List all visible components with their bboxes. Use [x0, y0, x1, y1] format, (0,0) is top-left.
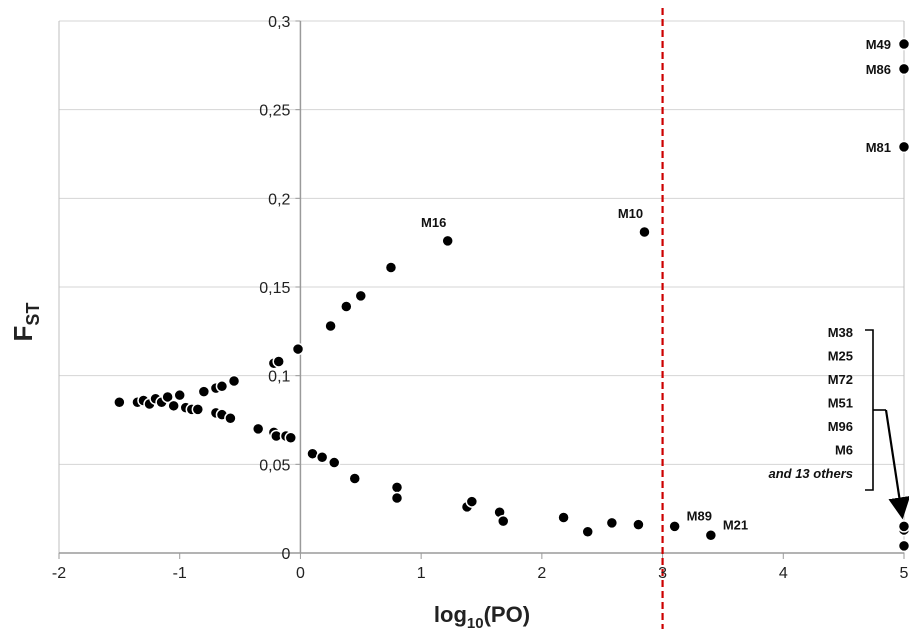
y-tick-label: 0,05	[259, 457, 290, 474]
list-label: M38	[828, 325, 853, 340]
point-label: M21	[723, 517, 748, 532]
list-label: M96	[828, 419, 853, 434]
data-point	[897, 62, 909, 76]
arrow	[884, 409, 909, 520]
bracket	[865, 329, 874, 491]
y-tick-label: 0,2	[268, 191, 290, 208]
annotation-list: M38 M25 M72 M51 M96 M6 and 13 others	[768, 325, 909, 520]
x-tick-label: -1	[173, 565, 187, 582]
data-point	[668, 520, 681, 533]
x-tick-label: 4	[779, 565, 788, 582]
data-point	[315, 450, 329, 464]
point-label: M89	[687, 508, 712, 523]
x-tick-label: 5	[900, 565, 909, 582]
data-point	[348, 472, 361, 485]
data-point	[605, 516, 619, 530]
data-point	[354, 289, 368, 303]
data-point	[441, 234, 454, 248]
data-point	[897, 539, 909, 553]
axes	[58, 8, 905, 629]
data-point	[897, 140, 909, 154]
data-point	[215, 380, 229, 393]
list-more-label: and 13 others	[768, 466, 853, 481]
point-label: M10	[618, 206, 643, 221]
data-point	[224, 411, 237, 425]
x-tick-label: 3	[658, 565, 667, 582]
list-label: M6	[835, 443, 853, 458]
y-axis-title: FST	[8, 303, 43, 342]
data-point	[251, 422, 265, 436]
data-point	[173, 388, 186, 402]
data-point	[897, 520, 909, 533]
point-label: M49	[866, 37, 891, 52]
list-label: M72	[828, 372, 853, 387]
data-point	[581, 525, 594, 538]
data-point	[465, 495, 479, 508]
data-point	[897, 37, 909, 51]
data-point	[227, 374, 241, 388]
point-labels: M16 M10 M89 M21 M49 M86 M81	[421, 37, 891, 532]
data-point	[161, 390, 174, 404]
x-tick-label: 2	[537, 565, 546, 582]
data-point	[390, 481, 404, 494]
data-point	[324, 319, 337, 333]
x-tick-label: -2	[52, 565, 66, 582]
y-tick-label: 0,3	[268, 14, 290, 31]
list-label: M51	[828, 396, 853, 411]
list-label: M25	[828, 349, 853, 364]
data-point	[327, 456, 341, 469]
data-point	[197, 385, 211, 398]
data-point	[638, 225, 651, 239]
data-point	[113, 396, 126, 409]
point-label: M16	[421, 215, 446, 230]
y-tick-label: 0	[282, 546, 291, 563]
data-point	[557, 511, 570, 524]
data-point	[632, 518, 645, 531]
tick-labels: 0 0,05 0,1 0,15 0,2 0,25 0,3 -2 -1 0 1 2 3 4 5	[52, 14, 909, 582]
data-point	[191, 403, 205, 416]
data-point	[496, 514, 510, 528]
y-tick-label: 0,1	[268, 369, 290, 386]
data-point	[272, 355, 285, 368]
data-point	[384, 261, 398, 274]
data-point	[704, 529, 718, 542]
data-point	[340, 300, 353, 313]
y-tick-label: 0,15	[259, 280, 290, 297]
x-tick-label: 1	[417, 565, 426, 582]
x-tick-label: 0	[296, 565, 305, 582]
point-label: M81	[866, 140, 891, 155]
grid-lines	[59, 20, 904, 465]
x-axis-title: log10(PO)	[434, 602, 530, 629]
data-points	[113, 37, 909, 553]
data-point	[167, 399, 180, 413]
data-point	[284, 431, 298, 444]
data-point	[291, 342, 305, 356]
y-tick-label: 0,25	[259, 103, 290, 120]
point-label: M86	[866, 62, 891, 77]
data-point	[390, 491, 404, 505]
